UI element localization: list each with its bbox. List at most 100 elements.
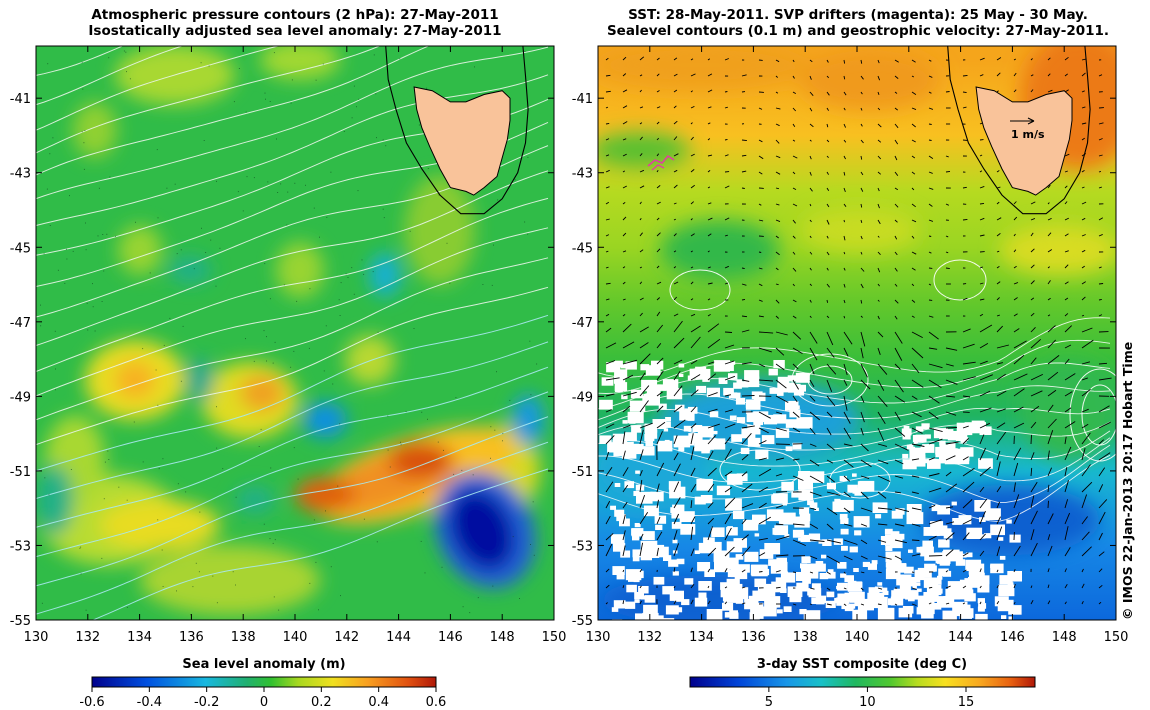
x-tick-label: 148 (1052, 630, 1077, 645)
velocity-arrow (673, 136, 678, 141)
sla-dot (315, 79, 317, 81)
sla-dot (195, 562, 197, 564)
x-tick-label: 150 (1104, 630, 1129, 645)
velocity-arrow (860, 107, 863, 111)
velocity-arrow (843, 235, 846, 241)
velocity-arrow (928, 457, 935, 461)
velocity-arrow (758, 537, 768, 541)
sla-dot (264, 263, 266, 265)
velocity-arrow (945, 521, 955, 525)
cloud-pixel (890, 531, 900, 538)
cloud-pixel (762, 592, 771, 599)
velocity-arrow (707, 154, 713, 157)
cloud-pixel (885, 551, 901, 563)
velocity-arrow (877, 219, 881, 225)
x-tick-label: 134 (689, 630, 714, 645)
sla-dot (326, 216, 328, 218)
velocity-arrow (843, 203, 847, 207)
velocity-arrow (673, 250, 677, 253)
velocity-arrow (1030, 452, 1035, 461)
velocity-arrow (1013, 89, 1017, 93)
velocity-arrow (843, 347, 849, 357)
sla-dot (174, 183, 176, 185)
drifter-track (651, 164, 665, 171)
velocity-arrow (996, 526, 1003, 541)
cloud-pixel (735, 598, 744, 604)
velocity-arrow (639, 153, 643, 157)
sea-level-contour (598, 444, 1111, 503)
velocity-arrow (724, 234, 728, 237)
velocity-arrow (843, 539, 858, 545)
sla-dot (85, 222, 86, 224)
velocity-arrow (707, 450, 714, 461)
velocity-arrow (860, 251, 863, 255)
velocity-arrow (1064, 373, 1076, 381)
velocity-arrow (741, 187, 745, 189)
cloud-pixel (697, 426, 714, 438)
cloud-pixel (665, 605, 679, 615)
velocity-arrow (605, 515, 611, 525)
cloud-pixel (663, 555, 672, 561)
velocity-arrow (758, 267, 763, 270)
velocity-arrow (622, 232, 627, 237)
cloud-pixel (875, 514, 882, 519)
cloud-pixel (984, 533, 992, 539)
x-tick-label: 130 (24, 630, 49, 645)
velocity-arrow (605, 533, 614, 541)
cloud-pixel (632, 549, 644, 558)
cloud-pixel (669, 486, 686, 499)
velocity-arrow (724, 546, 735, 557)
velocity-arrow (690, 250, 693, 253)
velocity-arrow (690, 567, 693, 573)
velocity-arrow (622, 359, 638, 365)
velocity-arrow (996, 281, 1001, 285)
velocity-arrow (1098, 568, 1103, 573)
velocity-arrow (690, 298, 694, 301)
velocity-arrow (979, 533, 986, 541)
cloud-pixel (785, 419, 798, 428)
velocity-arrow (911, 507, 922, 511)
sla-dot (427, 168, 429, 169)
sla-dot (372, 271, 374, 273)
cloud-pixel (736, 473, 748, 482)
velocity-arrow (792, 603, 797, 606)
cloud-pixel (808, 471, 825, 483)
sla-dot (313, 519, 315, 521)
cloud-pixel (744, 551, 759, 562)
cloud-pixel (746, 412, 761, 423)
cloud-pixel (977, 598, 985, 604)
y-tick-label: -55 (10, 614, 31, 629)
velocity-arrow (622, 450, 626, 461)
velocity-arrow (860, 59, 863, 64)
velocity-arrow (707, 282, 713, 285)
cloud-pixel (947, 431, 961, 441)
cloud-pixel (706, 609, 723, 620)
left-colorbar-bar (91, 676, 437, 688)
sla-dot (340, 595, 341, 597)
velocity-arrow (826, 507, 838, 516)
velocity-arrow (894, 267, 898, 272)
sla-dot (101, 301, 103, 302)
cloud-pixel (826, 571, 836, 579)
cloud-pixel (853, 568, 859, 572)
velocity-arrow (639, 512, 649, 525)
cloud-pixel (837, 582, 848, 591)
velocity-arrow (605, 342, 617, 349)
velocity-arrow (690, 169, 695, 173)
sla-dot (126, 606, 128, 608)
cloud-pixel (753, 393, 761, 398)
velocity-arrow (741, 139, 747, 142)
velocity-arrow (962, 186, 967, 189)
velocity-arrow (1064, 73, 1068, 77)
velocity-arrow (843, 59, 846, 64)
sla-dot (46, 188, 48, 190)
cloud-pixel (849, 546, 858, 553)
velocity-arrow (1047, 500, 1049, 509)
cloud-pixel (645, 447, 653, 453)
velocity-arrow (639, 106, 644, 109)
velocity-arrow (673, 419, 686, 429)
velocity-arrow (792, 139, 796, 142)
velocity-arrow (605, 481, 614, 493)
sla-dot (400, 441, 401, 443)
velocity-arrow (673, 169, 678, 173)
